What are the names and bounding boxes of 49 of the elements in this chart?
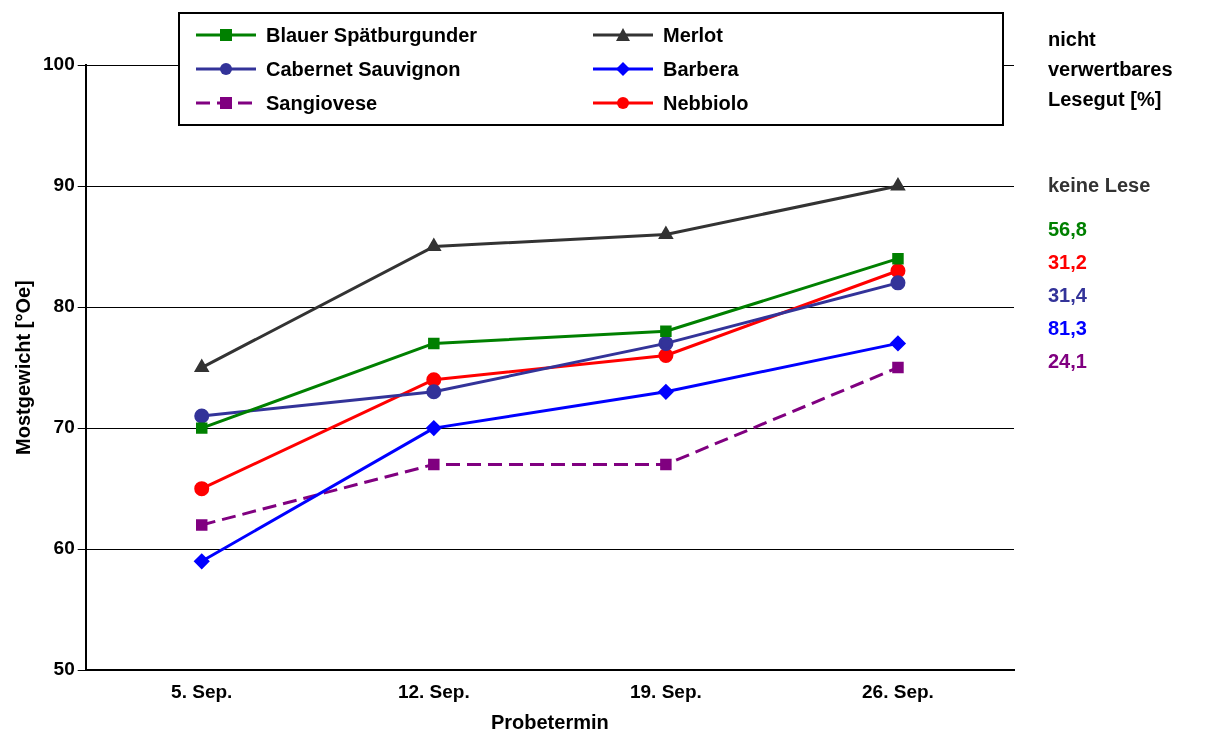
point bbox=[890, 275, 906, 291]
y-tick-label: 60 bbox=[53, 537, 75, 559]
x-axis-title: Probetermin bbox=[490, 710, 609, 733]
legend-label: Merlot bbox=[663, 23, 723, 47]
text: 56,8 bbox=[1048, 217, 1087, 240]
point bbox=[890, 335, 906, 351]
legend-label: Sangiovese bbox=[266, 91, 378, 115]
point bbox=[426, 420, 442, 436]
x-tick-label: 26. Sep. bbox=[862, 680, 934, 702]
text: 24,1 bbox=[1048, 349, 1087, 372]
point bbox=[892, 252, 904, 265]
x-tick-label: 5. Sep. bbox=[171, 680, 233, 702]
point bbox=[891, 178, 905, 191]
y-tick-label: 90 bbox=[53, 174, 75, 196]
legend-label: Cabernet Sauvignon bbox=[266, 57, 461, 81]
point bbox=[196, 422, 208, 434]
text: 31,2 bbox=[1048, 250, 1087, 273]
y-tick-label: 100 bbox=[43, 53, 75, 75]
point bbox=[660, 458, 672, 471]
legend-label: Barbera bbox=[663, 57, 739, 81]
point bbox=[426, 372, 442, 388]
point bbox=[428, 337, 440, 350]
point bbox=[659, 226, 673, 239]
point bbox=[194, 408, 210, 424]
point bbox=[892, 361, 904, 374]
y-tick-label: 80 bbox=[53, 295, 75, 317]
point bbox=[196, 519, 208, 531]
text: nicht verwertbares Lesegut [%] bbox=[1048, 27, 1174, 112]
legend-label: Nebbiolo bbox=[663, 91, 749, 115]
point bbox=[427, 239, 441, 252]
text: 81,3 bbox=[1048, 316, 1087, 339]
point bbox=[660, 325, 672, 338]
point bbox=[658, 384, 674, 400]
point bbox=[426, 384, 442, 400]
point bbox=[428, 458, 440, 471]
point bbox=[194, 553, 210, 569]
x-tick-label: 12. Sep. bbox=[397, 680, 470, 702]
point bbox=[195, 360, 209, 373]
x-tick-label: 19. Sep. bbox=[629, 680, 702, 702]
text: 31,4 bbox=[1048, 283, 1088, 306]
point bbox=[194, 481, 210, 497]
point bbox=[890, 263, 906, 279]
point bbox=[658, 348, 674, 363]
y-axis-title: Mostgewicht [°Oe] bbox=[11, 280, 34, 455]
legend-label: Blauer Spätburgunder bbox=[266, 23, 478, 47]
point bbox=[658, 335, 674, 351]
y-tick-label: 70 bbox=[53, 416, 75, 438]
y-tick-label: 50 bbox=[53, 658, 75, 680]
text: keine Lese bbox=[1048, 173, 1151, 196]
